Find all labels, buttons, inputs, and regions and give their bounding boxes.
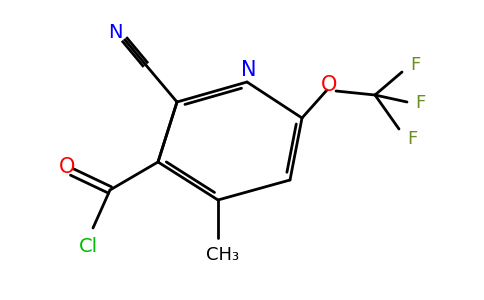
Text: CH₃: CH₃ [207, 246, 240, 264]
Text: O: O [321, 75, 337, 95]
Text: N: N [241, 60, 257, 80]
Text: F: F [415, 94, 425, 112]
Text: F: F [410, 56, 420, 74]
Text: F: F [407, 130, 417, 148]
Text: N: N [108, 22, 122, 41]
Text: Cl: Cl [78, 236, 98, 256]
Text: O: O [59, 157, 75, 177]
